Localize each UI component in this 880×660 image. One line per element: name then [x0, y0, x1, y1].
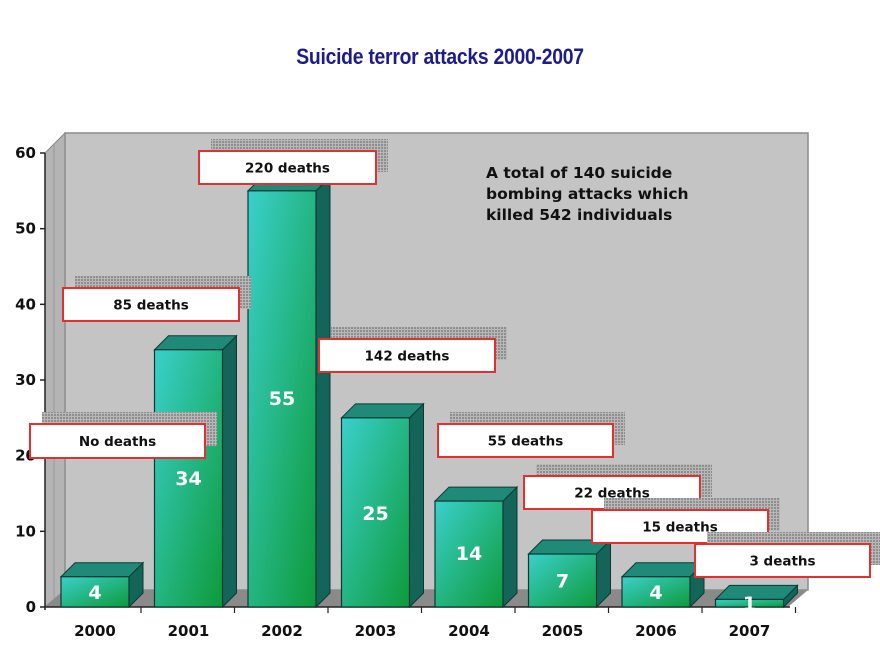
x-tick-label: 2005	[542, 622, 584, 640]
x-tick-label: 2007	[729, 622, 771, 640]
bar-value-label: 4	[88, 582, 101, 604]
svg-text:85 deaths: 85 deaths	[113, 298, 189, 314]
bar-value-label: 4	[649, 582, 662, 604]
annotation-line: A total of 140 suicide	[486, 164, 672, 182]
svg-text:3 deaths: 3 deaths	[749, 554, 815, 570]
deaths-callout: 15 deaths	[591, 498, 780, 544]
bar-2001: 34	[153, 334, 238, 609]
bar-value-label: 7	[556, 571, 569, 593]
annotation-line: bombing attacks which	[486, 185, 689, 203]
bar-2005: 7	[527, 538, 612, 609]
y-tick-label: 60	[15, 144, 36, 162]
bar-2000: 4	[59, 561, 145, 609]
deaths-callout: 3 deaths	[694, 532, 880, 578]
bar-value-label: 25	[362, 503, 388, 525]
svg-text:22 deaths: 22 deaths	[574, 486, 650, 502]
svg-text:142 deaths: 142 deaths	[365, 349, 450, 365]
y-tick-label: 0	[26, 598, 36, 616]
deaths-callout: 142 deaths	[318, 327, 507, 373]
svg-text:55 deaths: 55 deaths	[488, 434, 564, 450]
bar-2007: 1	[714, 584, 799, 615]
svg-text:No deaths: No deaths	[79, 434, 156, 450]
bar-value-label: 1	[743, 593, 756, 615]
svg-text:220 deaths: 220 deaths	[245, 161, 330, 177]
bar-value-label: 14	[456, 543, 482, 565]
svg-text:15 deaths: 15 deaths	[642, 520, 718, 536]
total-annotation: A total of 140 suicide bombing attacks wh…	[486, 164, 689, 224]
x-tick-label: 2003	[355, 622, 397, 640]
bar-2004: 14	[433, 485, 519, 609]
y-tick-label: 30	[15, 371, 36, 389]
bar-value-label: 55	[269, 388, 295, 410]
deaths-callouts: No deaths 85 deaths 220 deaths 142 deaths 55…	[29, 139, 880, 578]
chart-title: Suicide terror attacks 2000-2007	[296, 44, 584, 69]
x-tick-label: 2001	[168, 622, 210, 640]
x-tick-label: 2000	[74, 622, 116, 640]
deaths-callout: No deaths	[29, 412, 217, 459]
y-tick-label: 50	[15, 220, 36, 238]
x-tick-label: 2006	[635, 622, 677, 640]
deaths-callout: 55 deaths	[437, 412, 625, 458]
bar-2006: 4	[620, 561, 706, 609]
deaths-callout: 85 deaths	[62, 276, 251, 322]
bar-2002: 55	[246, 175, 332, 609]
y-tick-label: 10	[15, 522, 36, 540]
bars: 4 34 55 25 14 7 4 1	[59, 175, 799, 615]
x-tick-label: 2004	[448, 622, 490, 640]
x-axis-labels: 2000 2001 2002 2003 2004 2005 2006 2007	[74, 607, 797, 640]
x-tick-label: 2002	[261, 622, 303, 640]
annotation-line: killed 542 individuals	[486, 206, 672, 224]
bar-value-label: 34	[175, 468, 201, 490]
y-tick-label: 40	[15, 295, 36, 313]
deaths-callout: 220 deaths	[198, 139, 388, 185]
bar-2003: 25	[340, 402, 425, 609]
